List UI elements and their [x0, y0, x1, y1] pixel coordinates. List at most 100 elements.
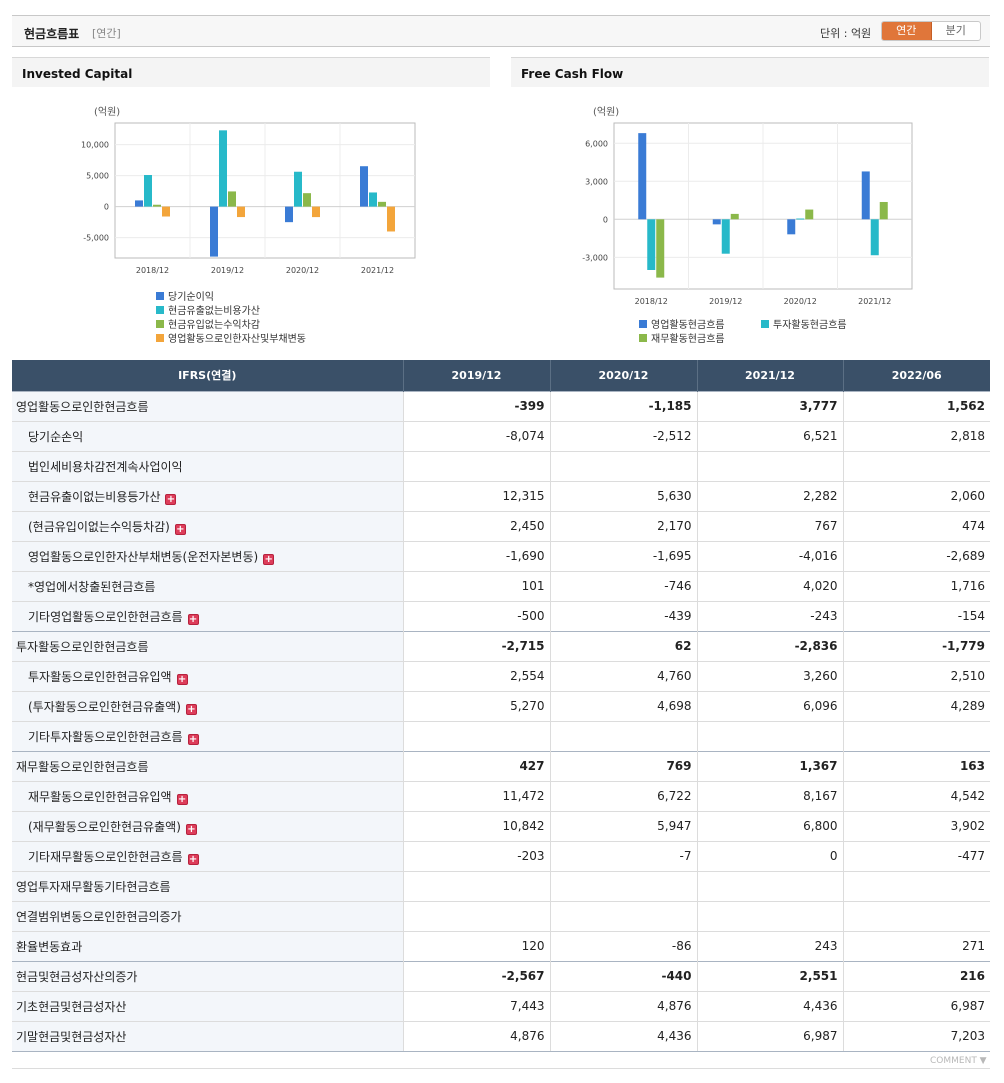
- row-label-cell: 현금및현금성자산의증가: [12, 960, 403, 991]
- value-cell: 7,443: [402, 990, 550, 1021]
- bar: [870, 219, 879, 256]
- value-cell: 62: [549, 630, 697, 661]
- column-header: 2021/12: [696, 360, 843, 391]
- value-cell: -1,779: [842, 630, 990, 661]
- row-label-cell: 연결범위변동으로인한현금의증가: [12, 900, 403, 931]
- value-cell: 7,203: [842, 1020, 990, 1052]
- y-axis-label: (억원): [94, 106, 120, 118]
- value-cell: 271: [842, 930, 990, 961]
- expand-plus-icon[interactable]: +: [165, 493, 177, 505]
- row-label-cell[interactable]: (현금유입이없는수익등차감) +: [12, 510, 403, 541]
- value-cell: -2,512: [549, 420, 697, 451]
- row-label: (현금유입이없는수익등차감): [28, 519, 170, 534]
- value-cell: -154: [842, 600, 990, 631]
- x-tick-label: 2020/12: [784, 297, 817, 306]
- expand-plus-icon[interactable]: +: [176, 793, 188, 805]
- row-label-cell: 환율변동효과: [12, 930, 403, 961]
- legend-label: 당기순이익: [168, 291, 214, 303]
- value-cell: -2,689: [842, 540, 990, 571]
- table-row: 연결범위변동으로인한현금의증가: [12, 900, 990, 931]
- value-cell: [842, 870, 990, 901]
- expand-plus-icon[interactable]: +: [263, 553, 275, 565]
- column-header: 2022/06: [842, 360, 990, 391]
- row-label-cell[interactable]: 기타재무활동으로인한현금흐름 +: [12, 840, 403, 871]
- value-cell: 1,367: [696, 750, 843, 781]
- row-label: 영업투자재무활동기타현금흐름: [16, 879, 171, 894]
- bar: [638, 133, 647, 220]
- legend-swatch: [156, 306, 164, 314]
- row-label: 영업활동으로인한자산부채변동(운전자본변동): [28, 549, 259, 564]
- table-row: 재무활동으로인한현금흐름 427 769 1,367 163: [12, 750, 990, 781]
- bar: [162, 206, 170, 217]
- bar: [294, 171, 302, 207]
- value-cell: [549, 870, 697, 901]
- column-header: 2020/12: [549, 360, 697, 391]
- row-label: 영업활동으로인한현금흐름: [16, 399, 149, 414]
- value-cell: 3,777: [696, 390, 843, 421]
- expand-plus-icon[interactable]: +: [176, 673, 188, 685]
- expand-plus-icon[interactable]: +: [174, 523, 186, 535]
- y-axis-label: (억원): [593, 106, 619, 118]
- row-label-cell[interactable]: 기타투자활동으로인한현금흐름 +: [12, 720, 403, 751]
- value-cell: -439: [549, 600, 697, 631]
- value-cell: [402, 870, 550, 901]
- value-cell: 10,842: [402, 810, 550, 841]
- legend-swatch: [156, 292, 164, 300]
- divider: [12, 1068, 990, 1069]
- legend-label: 투자활동현금흐름: [773, 318, 847, 331]
- table-row: 환율변동효과 120 -86 243 271: [12, 930, 990, 961]
- expand-plus-icon[interactable]: +: [185, 703, 197, 715]
- value-cell: 5,947: [549, 810, 697, 841]
- value-cell: -399: [402, 390, 550, 421]
- comment-toggle[interactable]: COMMENT ▼: [930, 1056, 987, 1066]
- bar: [210, 206, 218, 257]
- value-cell: -2,715: [402, 630, 550, 661]
- quarterly-toggle-button[interactable]: 분기: [945, 24, 966, 37]
- row-label: *영업에서창출된현금흐름: [28, 579, 156, 594]
- table-row: 투자활동으로인한현금흐름 -2,715 62 -2,836 -1,779: [12, 630, 990, 661]
- expand-plus-icon[interactable]: +: [187, 613, 199, 625]
- expand-plus-icon[interactable]: +: [185, 823, 197, 835]
- value-cell: [842, 720, 990, 751]
- value-cell: 3,902: [842, 810, 990, 841]
- expand-plus-icon[interactable]: +: [187, 853, 199, 865]
- value-cell: -8,074: [402, 420, 550, 451]
- value-cell: 216: [842, 960, 990, 991]
- bar: [369, 192, 377, 207]
- bar: [730, 213, 739, 220]
- row-label-cell: 기초현금및현금성자산: [12, 990, 403, 1021]
- value-cell: 767: [696, 510, 843, 541]
- row-label: 연결범위변동으로인한현금의증가: [16, 909, 182, 924]
- y-tick-label: 0: [603, 215, 608, 224]
- row-label-cell[interactable]: 영업활동으로인한자산부채변동(운전자본변동) +: [12, 540, 403, 571]
- expand-plus-icon[interactable]: +: [187, 733, 199, 745]
- value-cell: 2,510: [842, 660, 990, 691]
- value-cell: 2,554: [402, 660, 550, 691]
- y-tick-label: 5,000: [86, 172, 109, 181]
- legend-swatch: [761, 320, 769, 328]
- table-row: 기타영업활동으로인한현금흐름 + -500 -439 -243 -154: [12, 600, 990, 631]
- row-label-cell[interactable]: 현금유출이없는비용등가산 +: [12, 480, 403, 511]
- row-label-cell[interactable]: (재무활동으로인한현금유출액) +: [12, 810, 403, 841]
- bar: [312, 206, 320, 218]
- bar: [787, 219, 796, 235]
- unit-label: 단위 : 억원: [820, 27, 872, 40]
- table-header-row: IFRS(연결) 2019/12 2020/12 2021/12 2022/06: [12, 360, 990, 391]
- value-cell: 6,987: [696, 1020, 843, 1052]
- bar: [721, 219, 730, 254]
- row-label-cell[interactable]: 재무활동으로인한현금유입액 +: [12, 780, 403, 811]
- value-cell: [402, 450, 550, 481]
- y-tick-label: -5,000: [83, 234, 109, 243]
- row-label-cell[interactable]: (투자활동으로인한현금유출액) +: [12, 690, 403, 721]
- row-label-cell[interactable]: 투자활동으로인한현금유입액 +: [12, 660, 403, 691]
- bar: [228, 191, 236, 207]
- table-row: 현금및현금성자산의증가 -2,567 -440 2,551 216: [12, 960, 990, 991]
- table-row: (투자활동으로인한현금유출액) +5,270 4,698 6,096 4,289: [12, 690, 990, 721]
- bar: [360, 166, 368, 207]
- row-label-cell: 투자활동으로인한현금흐름: [12, 630, 403, 661]
- x-tick-label: 2018/12: [136, 266, 169, 275]
- row-label-cell[interactable]: 기타영업활동으로인한현금흐름 +: [12, 600, 403, 631]
- value-cell: 4,876: [549, 990, 697, 1021]
- annual-toggle-button[interactable]: 연간: [882, 22, 932, 40]
- table-row: *영업에서창출된현금흐름 101 -746 4,020 1,716: [12, 570, 990, 601]
